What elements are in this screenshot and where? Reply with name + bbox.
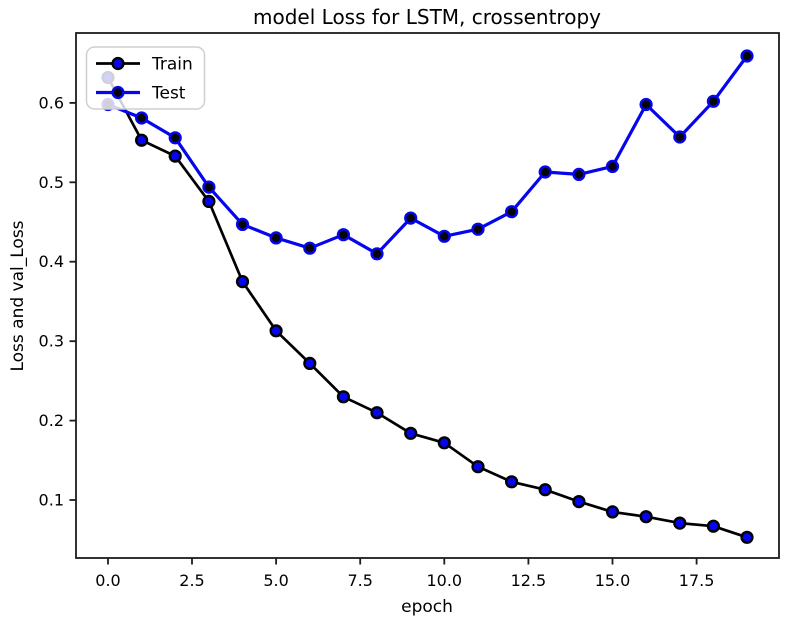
data-point-train: [303, 356, 317, 371]
x-tick-label: 17.5: [679, 571, 715, 590]
data-point-test: [336, 228, 351, 242]
data-point-train: [538, 483, 552, 497]
data-point-test: [673, 130, 687, 144]
chart-title: model Loss for LSTM, crossentropy: [253, 5, 601, 29]
data-point-test: [404, 211, 418, 225]
legend-marker-train: [111, 56, 125, 71]
data-point-test: [505, 205, 519, 219]
series-line-train: [106, 76, 748, 539]
plot-area: Train Test 0.0 2.5 5.0 7.5 10.0 12.5 15.0 17.5 0.1…: [39, 32, 780, 590]
data-point-test: [572, 167, 586, 182]
x-tick-label: 0.0: [95, 571, 120, 590]
data-point-train: [572, 495, 586, 509]
data-point-test: [370, 247, 384, 261]
data-point-train: [605, 505, 620, 519]
data-point-train: [235, 275, 250, 289]
y-tick-label: 0.4: [39, 252, 64, 271]
data-point-test: [235, 217, 250, 232]
data-point-train: [673, 516, 687, 530]
legend-marker-test: [111, 85, 125, 100]
x-axis-label: epoch: [401, 597, 453, 617]
data-point-test: [135, 111, 149, 125]
x-tick-label: 12.5: [511, 571, 547, 590]
x-tick-label: 5.0: [263, 571, 288, 590]
y-tick-label: 0.2: [39, 411, 64, 430]
data-point-train: [135, 133, 149, 147]
x-tick-label: 15.0: [595, 571, 631, 590]
data-point-test: [269, 231, 283, 245]
data-point-test: [437, 229, 451, 243]
data-point-train: [404, 426, 418, 440]
data-point-test: [538, 165, 552, 179]
data-point-train: [505, 475, 519, 489]
data-point-test: [471, 222, 485, 236]
axes-spines: [75, 32, 780, 559]
series-line-test: [107, 55, 749, 256]
data-point-test: [202, 180, 216, 194]
data-point-train: [639, 510, 653, 524]
data-point-train: [336, 390, 351, 404]
data-point-test: [706, 94, 721, 108]
data-point-train: [269, 324, 283, 338]
data-point-train: [740, 530, 754, 544]
y-tick-label: 0.5: [39, 173, 64, 192]
data-point-test: [168, 131, 182, 145]
data-point-test: [605, 159, 620, 174]
data-point-test: [639, 97, 653, 112]
data-point-test: [303, 241, 317, 255]
y-tick-label: 0.6: [39, 93, 64, 112]
legend-label-test: Test: [151, 84, 186, 104]
y-tick-label: 0.1: [39, 491, 64, 510]
data-point-train: [706, 519, 721, 533]
legend-label-train: Train: [151, 55, 193, 75]
data-point-train: [471, 460, 485, 474]
x-tick-label: 10.0: [426, 571, 462, 590]
x-tick-label: 7.5: [347, 571, 372, 590]
data-point-train: [370, 406, 384, 420]
y-tick-label: 0.3: [39, 332, 64, 351]
data-point-train: [168, 149, 182, 163]
data-point-test: [740, 49, 754, 63]
data-point-train: [437, 436, 451, 450]
x-tick-label: 2.5: [179, 571, 204, 590]
data-point-train: [202, 194, 216, 209]
y-axis-label: Loss and val_Loss: [8, 220, 28, 371]
